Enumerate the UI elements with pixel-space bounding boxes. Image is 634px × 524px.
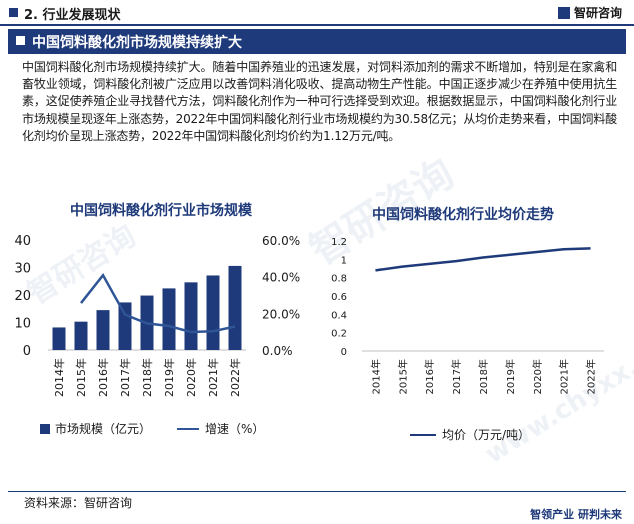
right-axis-tick: 20.0% xyxy=(262,307,300,321)
x-axis-tick: 2019年 xyxy=(504,359,517,394)
x-axis-tick: 2015年 xyxy=(74,358,88,397)
banner-marker-icon xyxy=(16,36,25,45)
x-axis-tick: 2022年 xyxy=(585,359,598,394)
y-axis-tick: 0.2 xyxy=(331,329,347,340)
market-size-bar xyxy=(228,265,242,350)
x-axis-tick: 2016年 xyxy=(423,359,436,394)
title-banner: 中国饲料酸化剂市场规模持续扩大 xyxy=(8,29,626,54)
market-size-bar xyxy=(184,282,198,350)
x-axis-tick: 2018年 xyxy=(140,358,154,397)
footer-slogan: 智领产业 研判未来 xyxy=(530,508,622,521)
avg-price-chart: 0 0.2 0.4 0.6 0.8 1 1.2 2014年 2015年 2016年 2017年 201… xyxy=(331,237,604,394)
y-axis-tick: 0 xyxy=(341,347,347,358)
x-axis-tick: 2016年 xyxy=(96,358,110,397)
legend-price-label: 均价（万元/吨） xyxy=(442,428,531,442)
left-axis-tick: 40 xyxy=(14,234,31,249)
x-axis-tick: 2021年 xyxy=(206,358,220,397)
data-source: 资料来源：智研咨询 xyxy=(24,496,133,510)
market-size-bar xyxy=(162,288,176,350)
body-paragraph: 中国饲料酸化剂市场规模持续扩大。随着中国养殖业的迅速发展，对饲料添加剂的需求不断… xyxy=(22,60,617,143)
right-axis-tick: 40.0% xyxy=(262,271,300,285)
y-axis-tick: 0.8 xyxy=(331,274,347,285)
market-size-bar xyxy=(206,275,220,350)
footer-divider xyxy=(8,491,626,492)
market-size-bar xyxy=(118,302,132,350)
legend-price-swatch xyxy=(410,433,436,436)
x-axis-tick: 2019年 xyxy=(162,358,176,397)
left-axis-tick: 20 xyxy=(14,289,31,304)
y-axis-tick: 1.2 xyxy=(331,237,347,248)
x-axis-tick: 2015年 xyxy=(396,359,409,394)
chart2-legend: 均价（万元/吨） xyxy=(410,426,530,443)
left-axis-tick: 10 xyxy=(14,317,31,332)
x-axis-tick: 2020年 xyxy=(531,359,544,394)
banner-title: 中国饲料酸化剂市场规模持续扩大 xyxy=(32,35,242,51)
right-axis-tick: 60.0% xyxy=(262,234,300,248)
brand-mark-icon xyxy=(557,7,570,19)
left-axis-tick: 30 xyxy=(14,262,31,277)
chart1-legend: 市场规模（亿元） 增速（%） xyxy=(40,420,264,437)
market-size-chart: 0 10 20 30 40 0.0% 20.0% 40.0% 60.0% 2014年 2015年 20… xyxy=(14,234,300,397)
x-axis-tick: 2017年 xyxy=(450,359,463,394)
x-axis-tick: 2014年 xyxy=(369,359,382,394)
brand-logo-text: 智研咨询 xyxy=(573,6,622,20)
chart2-title: 中国饲料酸化剂行业均价走势 xyxy=(372,207,554,223)
x-axis-tick: 2021年 xyxy=(558,359,571,394)
legend-bar-swatch xyxy=(40,423,50,434)
market-size-bar xyxy=(74,321,88,350)
section-marker-icon xyxy=(9,8,18,17)
y-axis-tick: 0.6 xyxy=(331,292,347,303)
x-axis-tick: 2020年 xyxy=(184,358,198,397)
section-title: 2. 行业发展现状 xyxy=(24,8,121,23)
legend-bar-label: 市场规模（亿元） xyxy=(55,422,152,436)
x-axis-tick: 2014年 xyxy=(52,358,66,397)
growth-rate-line xyxy=(80,272,236,334)
legend-line-swatch xyxy=(177,427,200,430)
left-axis-tick: 0 xyxy=(23,344,31,359)
x-axis-tick: 2018年 xyxy=(477,359,490,394)
chart1-title: 中国饲料酸化剂行业市场规模 xyxy=(70,203,252,219)
right-axis-tick: 0.0% xyxy=(262,344,293,358)
x-axis-tick: 2022年 xyxy=(228,358,242,397)
market-size-bar xyxy=(52,327,66,350)
legend-line-label: 增速（%） xyxy=(205,422,265,436)
x-axis-tick: 2017年 xyxy=(118,358,132,397)
market-size-bar xyxy=(96,310,110,350)
y-axis-tick: 0.4 xyxy=(331,310,347,321)
y-axis-tick: 1 xyxy=(341,255,347,266)
header-divider xyxy=(0,24,634,26)
avg-price-line xyxy=(375,247,591,272)
header-bar: 2. 行业发展现状 智研咨询 xyxy=(0,0,634,26)
brand-logo: 智研咨询 xyxy=(557,4,622,21)
